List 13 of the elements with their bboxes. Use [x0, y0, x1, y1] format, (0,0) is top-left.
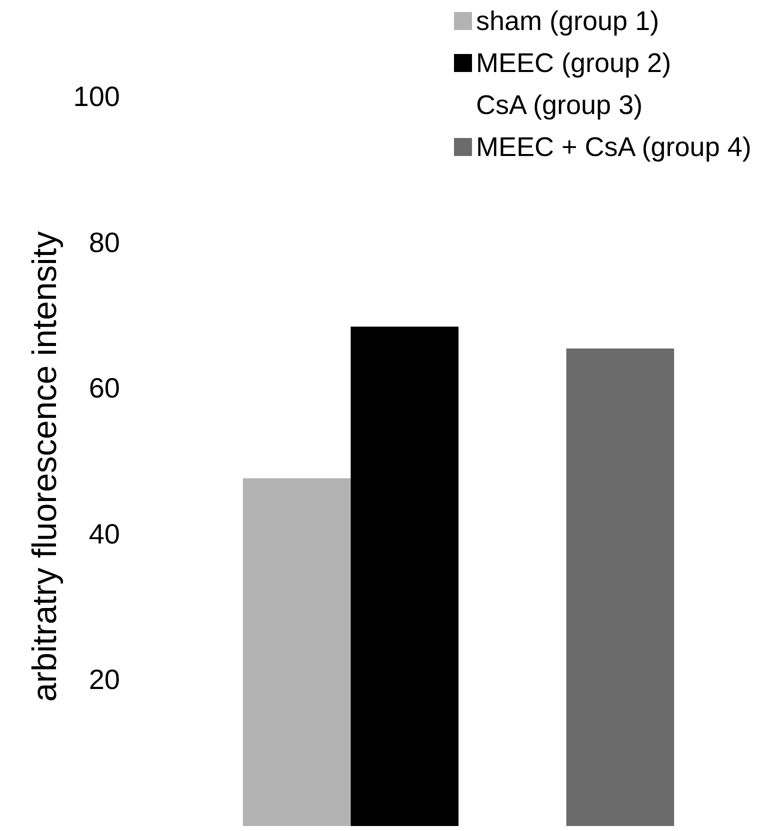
legend-label: sham (group 1)	[476, 6, 660, 36]
bar	[350, 326, 458, 826]
legend-label: MEEC (group 2)	[476, 48, 672, 78]
y-tick-label: 60	[88, 372, 120, 404]
text: CsA (group 3)	[476, 90, 643, 120]
y-tick-label: 80	[88, 226, 120, 258]
bar	[242, 478, 351, 826]
y-tick-label: 40	[88, 518, 120, 550]
bar	[566, 348, 674, 826]
legend-label: MEEC + CsA (group 4)	[476, 132, 752, 162]
y-axis-title: arbitratry fluorescence intensity	[26, 231, 64, 702]
y-tick-label: 100	[73, 80, 120, 112]
y-tick-label: 20	[88, 664, 120, 696]
